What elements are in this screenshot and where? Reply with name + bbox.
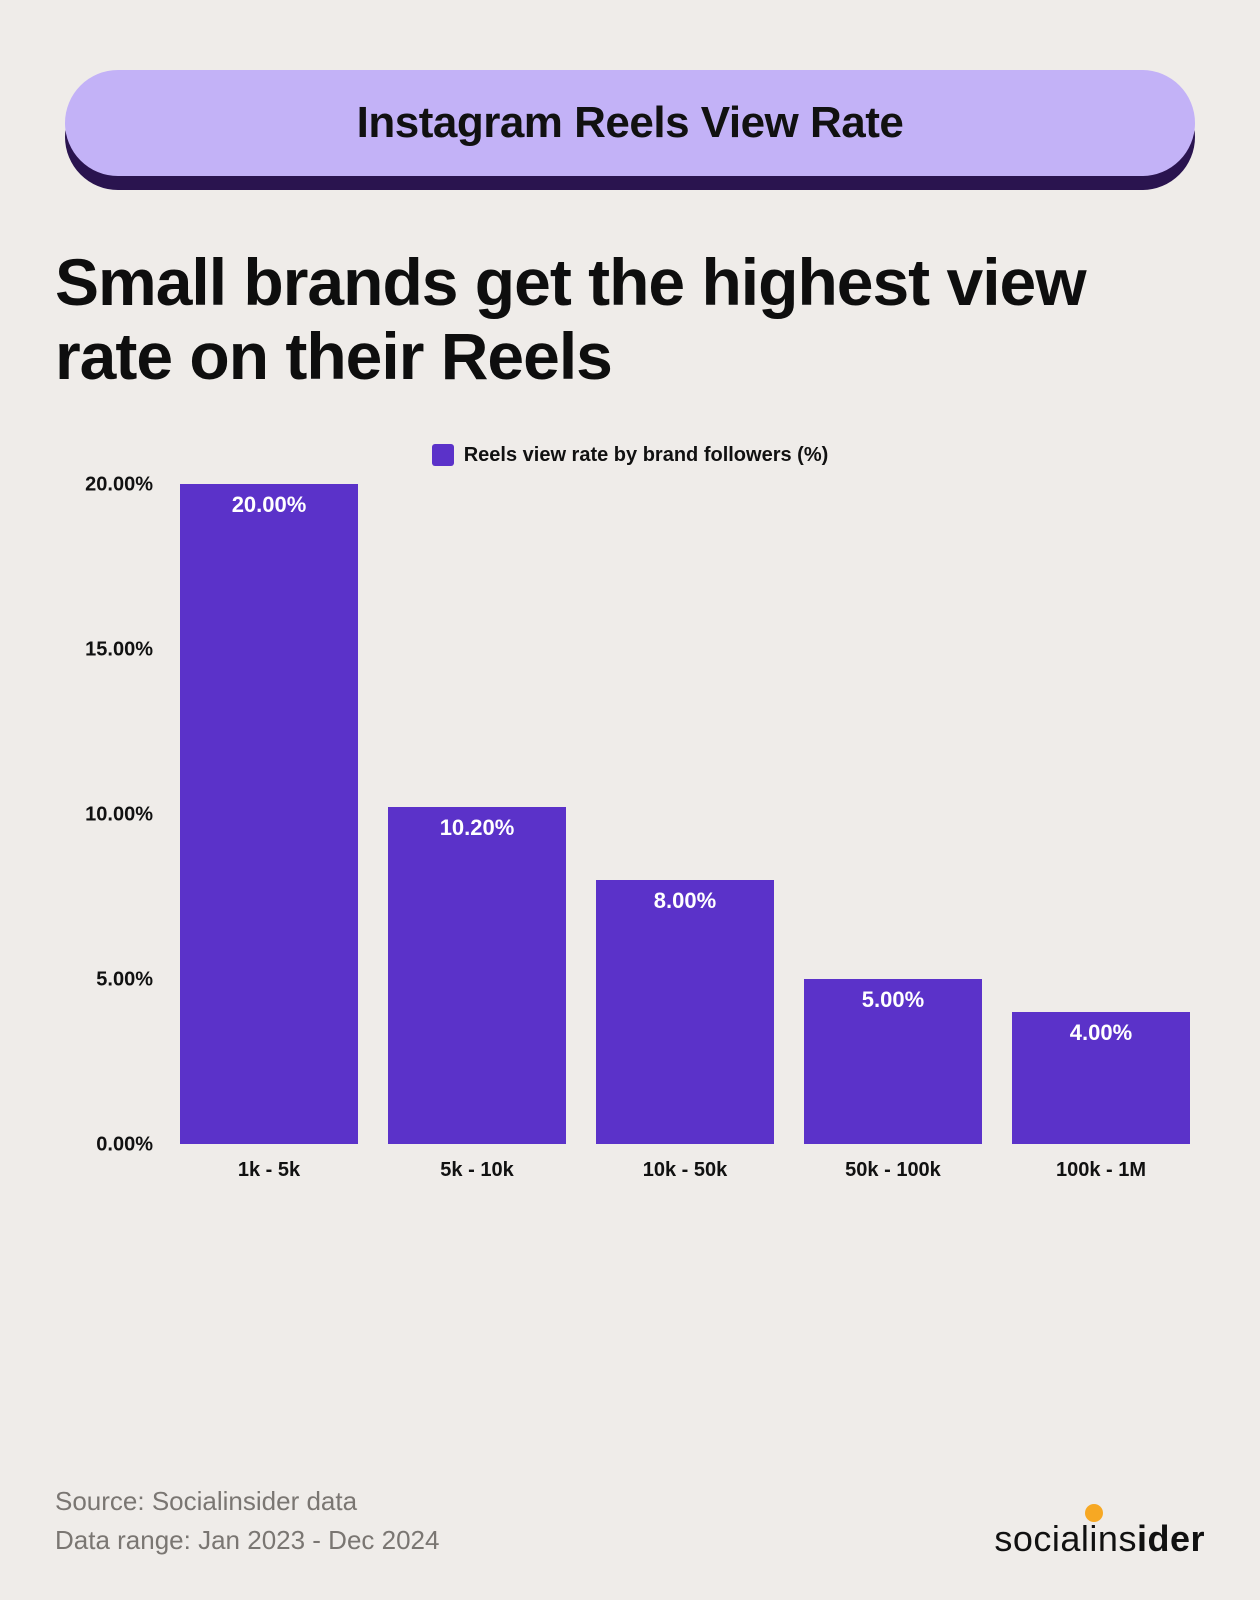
bar: 8.00%: [596, 880, 775, 1144]
brand-dot-2: i: [1137, 1518, 1148, 1560]
legend-label: Reels view rate by brand followers (%): [464, 444, 829, 467]
y-tick-label: 10.00%: [85, 803, 153, 826]
x-axis-labels: 1k - 5k5k - 10k10k - 50k50k - 100k100k -…: [165, 1159, 1205, 1182]
chart: Reels view rate by brand followers (%) 0…: [55, 444, 1205, 1182]
title-pill: Instagram Reels View Rate: [65, 70, 1195, 176]
brand-part2: i: [1089, 1518, 1098, 1559]
x-tick-label: 100k - 1M: [997, 1159, 1205, 1182]
bar-value-label: 5.00%: [804, 987, 983, 1013]
bar: 4.00%: [1012, 1012, 1191, 1144]
footer: Source: Socialinsider data Data range: J…: [55, 1442, 1205, 1560]
bar-slot: 4.00%: [997, 1012, 1205, 1144]
bar-value-label: 20.00%: [180, 492, 359, 518]
bar: 20.00%: [180, 484, 359, 1144]
title-pill-text: Instagram Reels View Rate: [95, 98, 1165, 148]
y-tick-label: 20.00%: [85, 473, 153, 496]
brand-part4: i: [1137, 1518, 1148, 1559]
y-tick-label: 5.00%: [96, 968, 153, 991]
y-axis: 0.00%5.00%10.00%15.00%20.00%: [55, 485, 165, 1145]
footer-date-range: Data range: Jan 2023 - Dec 2024: [55, 1521, 439, 1560]
brand-part3: ns: [1098, 1518, 1137, 1560]
bars-row: 20.00% 10.20% 8.00% 5.00% 4.00%: [165, 485, 1205, 1144]
title-pill-surface: Instagram Reels View Rate: [65, 70, 1195, 176]
y-tick-label: 15.00%: [85, 638, 153, 661]
bar-slot: 10.20%: [373, 807, 581, 1144]
legend-swatch: [432, 444, 454, 466]
bar-value-label: 8.00%: [596, 888, 775, 914]
chart-legend: Reels view rate by brand followers (%): [55, 444, 1205, 467]
footer-meta: Source: Socialinsider data Data range: J…: [55, 1482, 439, 1560]
sun-icon: [1085, 1504, 1103, 1522]
x-tick-label: 1k - 5k: [165, 1159, 373, 1182]
bar: 5.00%: [804, 979, 983, 1144]
page-headline: Small brands get the highest view rate o…: [55, 246, 1205, 394]
x-tick-label: 10k - 50k: [581, 1159, 789, 1182]
brand-part5: der: [1147, 1518, 1205, 1560]
bar-value-label: 10.20%: [388, 815, 567, 841]
bars-region: 20.00% 10.20% 8.00% 5.00% 4.00%: [165, 485, 1205, 1145]
x-tick-label: 50k - 100k: [789, 1159, 997, 1182]
brand-dot-1: i: [1089, 1518, 1098, 1560]
bar-slot: 20.00%: [165, 484, 373, 1144]
brand-logo: socialinsider: [994, 1518, 1205, 1560]
footer-source: Source: Socialinsider data: [55, 1482, 439, 1521]
y-tick-label: 0.00%: [96, 1133, 153, 1156]
bar: 10.20%: [388, 807, 567, 1144]
brand-part1: social: [994, 1518, 1089, 1560]
bar-slot: 8.00%: [581, 880, 789, 1144]
chart-plot: 0.00%5.00%10.00%15.00%20.00% 20.00%10.20…: [55, 485, 1205, 1145]
bar-value-label: 4.00%: [1012, 1020, 1191, 1046]
bar-slot: 5.00%: [789, 979, 997, 1144]
x-tick-label: 5k - 10k: [373, 1159, 581, 1182]
